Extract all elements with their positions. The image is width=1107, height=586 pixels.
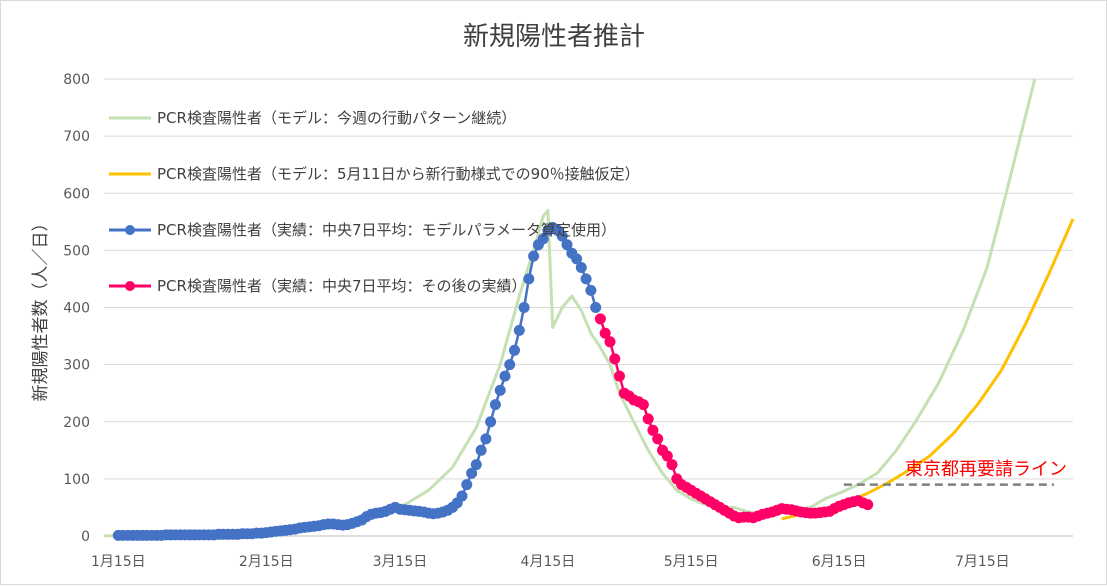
data-point [456, 490, 468, 502]
reference-line-label: 東京都再要請ライン [905, 459, 1067, 480]
data-point [518, 302, 530, 313]
data-point [480, 433, 492, 445]
data-point [594, 313, 606, 325]
x-tick-label: 5月15日 [664, 554, 719, 570]
legend-label-0: PCR検査陽性者（モデル：今週の行動パターン継続） [157, 109, 516, 127]
legend-label-2: PCR検査陽性者（実績：中央7日平均：モデルパラメータ算定使用） [157, 221, 616, 239]
data-point [485, 416, 497, 428]
x-tick-label: 6月15日 [812, 554, 867, 570]
data-point [509, 344, 520, 356]
data-point [504, 359, 516, 371]
reference-line-layer: 東京都再要請ライン [843, 459, 1067, 486]
data-point [661, 450, 673, 462]
data-point [475, 444, 487, 456]
data-point [585, 284, 597, 296]
x-axis-ticks: 1月15日 2月15日 3月15日 4月15日 5月15日 6月15日 7月15日 [91, 554, 1010, 570]
x-tick-label: 1月15日 [91, 554, 146, 570]
data-point [523, 273, 535, 285]
legend: PCR検査陽性者（モデル：今週の行動パターン継続） PCR検査陽性者（モデル：5月… [109, 109, 640, 295]
legend-entry-2: PCR検査陽性者（実績：中央7日平均：モデルパラメータ算定使用） [109, 221, 616, 239]
data-point [528, 250, 540, 262]
legend-entry-3: PCR検査陽性者（実績：中央7日平均：その後の実績） [109, 277, 527, 295]
data-point [652, 433, 664, 445]
data-point [647, 424, 659, 436]
data-point [575, 262, 587, 273]
series-line-2 [118, 226, 597, 537]
y-axis-label: 新規陽性者数（人／日） [31, 215, 51, 402]
y-tick-label: 700 [63, 129, 90, 145]
y-tick-label: 0 [81, 529, 90, 545]
series-line-3 [599, 318, 869, 519]
data-point [637, 399, 649, 411]
data-point [466, 467, 478, 479]
y-tick-label: 500 [63, 243, 90, 259]
data-point [470, 459, 482, 471]
legend-entry-1: PCR検査陽性者（モデル：5月11日から新行動様式での90％接触仮定） [109, 165, 640, 183]
legend-marker-3 [125, 281, 135, 291]
data-point [461, 479, 473, 491]
data-point [537, 233, 549, 245]
data-point [489, 399, 501, 411]
y-tick-label: 300 [63, 358, 90, 374]
legend-label-3: PCR検査陽性者（実績：中央7日平均：その後の実績） [157, 277, 527, 295]
series-2 [112, 222, 602, 541]
data-point [590, 302, 602, 313]
data-point [571, 253, 583, 265]
gridlines [104, 78, 1073, 537]
data-point [862, 499, 874, 511]
y-tick-label: 200 [63, 415, 90, 431]
data-point [609, 353, 621, 365]
legend-entry-0: PCR検査陽性者（モデル：今週の行動パターン継続） [109, 109, 516, 127]
data-point [604, 336, 616, 348]
legend-marker-2 [125, 225, 135, 235]
y-tick-label: 600 [63, 186, 90, 202]
data-point [599, 327, 611, 339]
y-tick-label: 400 [63, 301, 90, 317]
x-tick-label: 3月15日 [373, 554, 428, 570]
data-point [556, 230, 568, 242]
data-point [499, 370, 511, 382]
y-tick-label: 100 [63, 472, 90, 488]
data-point [561, 239, 573, 251]
data-point [580, 273, 592, 285]
data-point [614, 370, 625, 382]
chart-title: 新規陽性者推計 [463, 22, 645, 52]
legend-label-1: PCR検査陽性者（モデル：5月11日から新行動様式での90％接触仮定） [157, 165, 640, 183]
series-layer [103, 78, 1075, 541]
series-3 [594, 313, 874, 524]
x-tick-label: 2月15日 [239, 554, 294, 570]
y-tick-label: 800 [63, 72, 90, 88]
data-point [666, 459, 678, 471]
data-point [642, 413, 654, 425]
y-axis-ticks: 0 100 200 300 400 500 600 700 800 [63, 72, 90, 545]
x-tick-label: 4月15日 [521, 554, 576, 570]
x-tick-label: 7月15日 [955, 554, 1010, 570]
data-point [513, 324, 525, 336]
data-point [494, 384, 506, 396]
